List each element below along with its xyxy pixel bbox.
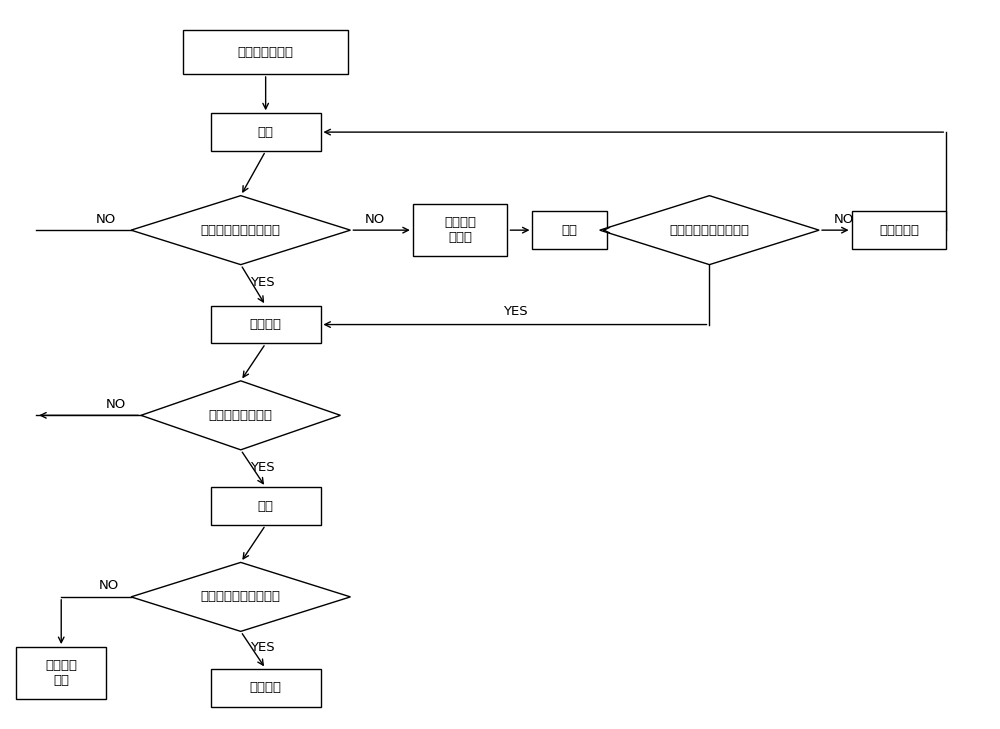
Text: 减振器筛选准备: 减振器筛选准备 (238, 46, 294, 59)
Text: 标定: 标定 (562, 224, 578, 237)
Text: 筛选振动: 筛选振动 (250, 318, 282, 331)
FancyBboxPatch shape (211, 113, 320, 151)
Text: YES: YES (250, 276, 275, 289)
Polygon shape (141, 381, 340, 450)
Text: NO: NO (365, 213, 385, 226)
FancyBboxPatch shape (211, 668, 320, 706)
FancyBboxPatch shape (211, 305, 320, 343)
Text: NO: NO (96, 213, 116, 226)
Text: 不合格品
审理: 不合格品 审理 (45, 659, 77, 687)
FancyBboxPatch shape (413, 204, 507, 257)
FancyBboxPatch shape (852, 211, 946, 249)
Text: YES: YES (250, 641, 275, 654)
Text: 加速度计的水平差合格: 加速度计的水平差合格 (201, 590, 281, 604)
Polygon shape (600, 195, 819, 265)
Text: 重新安装
减震器: 重新安装 减震器 (444, 217, 476, 244)
Text: 筛选振动过程正常: 筛选振动过程正常 (209, 409, 273, 422)
Text: NO: NO (99, 580, 119, 593)
Text: YES: YES (503, 305, 527, 318)
Text: 更换减振器: 更换减振器 (879, 224, 919, 237)
Text: 筛选完成: 筛选完成 (250, 681, 282, 694)
Text: NO: NO (834, 213, 854, 226)
FancyBboxPatch shape (16, 647, 106, 699)
Text: YES: YES (250, 461, 275, 475)
Text: 加速度计的水平差合格: 加速度计的水平差合格 (669, 224, 749, 237)
Polygon shape (131, 195, 350, 265)
Text: 标定: 标定 (258, 499, 274, 512)
Polygon shape (131, 562, 350, 631)
Text: 加速度计的水平差合格: 加速度计的水平差合格 (201, 224, 281, 237)
Text: NO: NO (106, 398, 126, 411)
FancyBboxPatch shape (211, 487, 320, 525)
FancyBboxPatch shape (532, 211, 607, 249)
FancyBboxPatch shape (183, 31, 348, 74)
Text: 标定: 标定 (258, 125, 274, 139)
